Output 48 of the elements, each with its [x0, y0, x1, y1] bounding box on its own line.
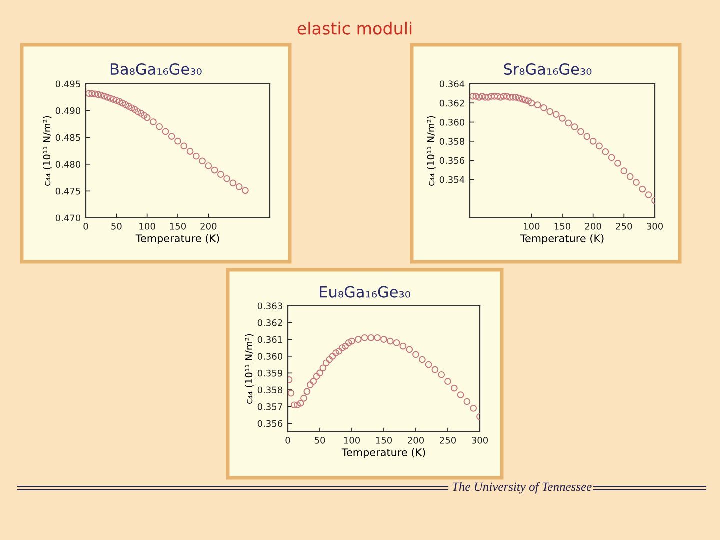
y-tick-label: 0.358: [440, 138, 465, 145]
y-tick-label: 0.354: [440, 176, 465, 184]
x-axis-title: Temperature (K): [520, 234, 604, 244]
x-tick-label: 100: [344, 437, 360, 444]
x-tick-label: 300: [647, 223, 664, 230]
chart-title: Ba₈Ga₁₆Ge₃₀: [110, 63, 202, 76]
x-tick-label: 50: [112, 223, 122, 230]
y-tick-label: 0.361: [258, 336, 282, 344]
x-tick-label: 100: [524, 223, 540, 230]
x-tick-label: 100: [140, 223, 156, 230]
y-tick-label: 0.485: [56, 134, 80, 142]
x-tick-label: 250: [616, 223, 632, 230]
x-axis-title: Temperature (K): [136, 234, 220, 244]
y-axis-title: c₄₄ (10¹¹ N/m²): [43, 116, 52, 186]
y-tick-label: 0.358: [258, 386, 283, 394]
y-tick-label: 0.362: [258, 320, 282, 326]
text: elastic moduli: [298, 22, 412, 35]
y-tick-label: 0.495: [56, 80, 80, 88]
y-tick-label: 0.364: [440, 80, 465, 88]
x-tick-label: 200: [408, 437, 424, 444]
chart-title: Sr₈Ga₁₆Ge₃₀: [504, 63, 592, 76]
y-tick-label: 0.470: [56, 214, 81, 222]
y-tick-label: 0.356: [440, 157, 465, 164]
x-tick-label: 200: [200, 223, 217, 230]
y-tick-label: 0.363: [258, 302, 282, 310]
y-tick-label: 0.359: [258, 370, 283, 377]
chart-title: Eu₈Ga₁₆Ge₃₀: [320, 286, 410, 298]
x-tick-label: 150: [170, 223, 186, 230]
x-tick-label: 0: [84, 223, 88, 230]
y-tick-label: 0.362: [440, 100, 464, 107]
x-tick-label: 200: [585, 223, 602, 230]
x-tick-label: 150: [376, 437, 392, 444]
x-tick-label: 0: [286, 437, 290, 444]
y-tick-label: 0.480: [56, 161, 81, 168]
x-axis-title: Temperature (K): [342, 448, 426, 458]
y-axis-title: c₄₄ (10¹¹ N/m²): [427, 116, 436, 186]
y-tick-label: 0.475: [56, 188, 80, 195]
y-tick-label: 0.490: [56, 108, 81, 114]
text: The University of Tennessee: [452, 482, 592, 494]
x-tick-label: 150: [554, 223, 571, 230]
y-tick-label: 0.356: [258, 420, 283, 428]
y-tick-label: 0.360: [440, 119, 465, 126]
x-tick-label: 250: [440, 437, 456, 444]
x-tick-label: 50: [314, 437, 326, 444]
y-axis-title: c₄₄ (10¹¹ N/m²): [245, 334, 254, 404]
y-tick-label: 0.357: [258, 404, 282, 410]
y-tick-label: 0.360: [258, 353, 283, 360]
x-tick-label: 300: [472, 437, 488, 444]
